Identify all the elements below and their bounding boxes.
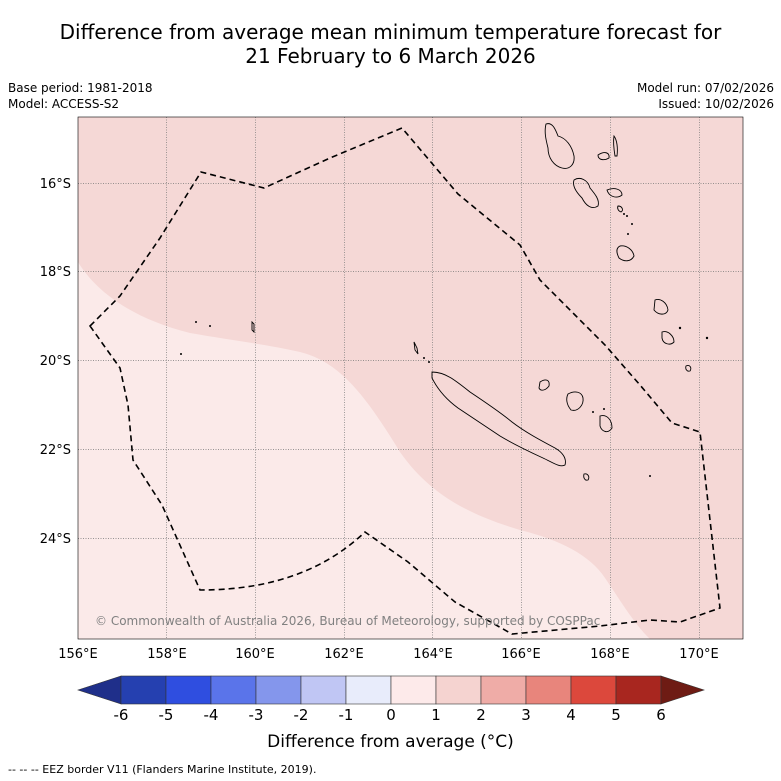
maewo-island xyxy=(613,134,618,157)
colorbar-tick: 1 xyxy=(431,706,441,724)
issued-date: Issued: 10/02/2026 xyxy=(658,97,774,111)
colorbar-extend-high xyxy=(660,675,705,705)
base-period: Base period: 1981-2018 xyxy=(8,81,153,95)
colorbar-tick: -4 xyxy=(204,706,219,724)
tanna-island xyxy=(661,331,675,345)
colorbar-bin-minus6-minus5 xyxy=(120,675,167,705)
colorbar-bin-minus5-minus4 xyxy=(165,675,212,705)
longitude-labels: 156°E 158°E 160°E 162°E 164°E 166°E 168°… xyxy=(58,647,719,662)
erromango-island xyxy=(653,299,669,315)
colorbar-bin-minus1-0 xyxy=(345,675,392,705)
graticule xyxy=(78,117,743,639)
eez-footnote: -- -- -- EEZ border V11 (Flanders Marine… xyxy=(8,763,317,776)
colorbar-bin-minus2-minus1 xyxy=(300,675,347,705)
lon-label-160e: 160°E xyxy=(235,647,275,662)
colorbar-bin-minus3-minus2 xyxy=(255,675,302,705)
lat-label-20s: 20°S xyxy=(40,354,71,369)
colorbar: -6 -5 -4 -3 -2 -1 0 1 2 3 4 5 6 xyxy=(77,675,705,724)
isle-of-pines xyxy=(583,473,590,481)
map-frame xyxy=(77,116,744,640)
colorbar-tick: -3 xyxy=(249,706,264,724)
colorbar-tick: 5 xyxy=(611,706,621,724)
ouvea-island xyxy=(538,379,550,391)
colorbar-tick: -6 xyxy=(114,706,129,724)
lon-label-158e: 158°E xyxy=(147,647,187,662)
colorbar-tick: 6 xyxy=(656,706,666,724)
lon-label-156e: 156°E xyxy=(58,647,98,662)
colorbar-bin-2-3 xyxy=(480,675,527,705)
model-name: Model: ACCESS-S2 xyxy=(8,97,120,111)
title-line-1: Difference from average mean minimum tem… xyxy=(59,20,722,44)
colorbar-tick: -1 xyxy=(339,706,354,724)
meta-right: Model run: 07/02/2026 Issued: 10/02/2026 xyxy=(637,80,774,112)
lon-label-164e: 164°E xyxy=(413,647,453,662)
mare-island xyxy=(599,415,613,433)
lon-label-162e: 162°E xyxy=(324,647,364,662)
latitude-labels: 16°S 18°S 20°S 22°S 24°S xyxy=(40,177,71,547)
chesterfield-reef xyxy=(251,320,255,334)
aneityum-island xyxy=(685,365,692,372)
coastlines xyxy=(251,123,692,481)
lat-label-16s: 16°S xyxy=(40,177,71,192)
anomaly-zone-0-1 xyxy=(78,262,650,639)
colorbar-bin-minus4-minus3 xyxy=(210,675,257,705)
lifou-island xyxy=(566,391,584,411)
malakula-island xyxy=(573,177,599,209)
efate-island xyxy=(616,245,635,262)
title-line-2: 21 February to 6 March 2026 xyxy=(245,44,536,68)
lon-label-166e: 166°E xyxy=(501,647,541,662)
lon-label-170e: 170°E xyxy=(679,647,719,662)
colorbar-tick-labels: -6 -5 -4 -3 -2 -1 0 1 2 3 4 5 6 xyxy=(114,706,666,724)
eez-border xyxy=(88,127,721,635)
lat-label-24s: 24°S xyxy=(40,532,71,547)
model-run: Model run: 07/02/2026 xyxy=(636,81,774,95)
colorbar-bin-0-1 xyxy=(390,675,437,705)
ambrym-island xyxy=(606,188,623,198)
copyright-text: © Commonwealth of Australia 2026, Bureau… xyxy=(95,614,600,628)
new-caledonia-main-island xyxy=(431,371,566,467)
espiritu-santo xyxy=(544,123,575,169)
colorbar-tick: -5 xyxy=(159,706,174,724)
colorbar-bin-5-6 xyxy=(615,675,662,705)
colorbar-tick: 2 xyxy=(476,706,486,724)
small-islets xyxy=(180,213,709,477)
epi-island xyxy=(617,205,623,213)
colorbar-label: Difference from average (°C) xyxy=(267,732,514,752)
meta-left: Base period: 1981-2018 Model: ACCESS-S2 xyxy=(8,80,153,112)
colorbar-tick: -2 xyxy=(294,706,309,724)
colorbar-bin-3-4 xyxy=(525,675,572,705)
belep-island xyxy=(413,341,419,355)
malo-island xyxy=(597,152,610,161)
lat-label-18s: 18°S xyxy=(40,265,71,280)
map-panel xyxy=(78,117,743,639)
colorbar-bin-4-5 xyxy=(570,675,617,705)
lon-label-168e: 168°E xyxy=(590,647,630,662)
colorbar-tick: 4 xyxy=(566,706,576,724)
lat-label-22s: 22°S xyxy=(40,443,71,458)
colorbar-extend-low xyxy=(77,675,122,705)
map-title: Difference from average mean minimum tem… xyxy=(0,20,781,68)
colorbar-tick: 0 xyxy=(386,706,396,724)
colorbar-bin-1-2 xyxy=(435,675,482,705)
colorbar-tick: 3 xyxy=(521,706,531,724)
